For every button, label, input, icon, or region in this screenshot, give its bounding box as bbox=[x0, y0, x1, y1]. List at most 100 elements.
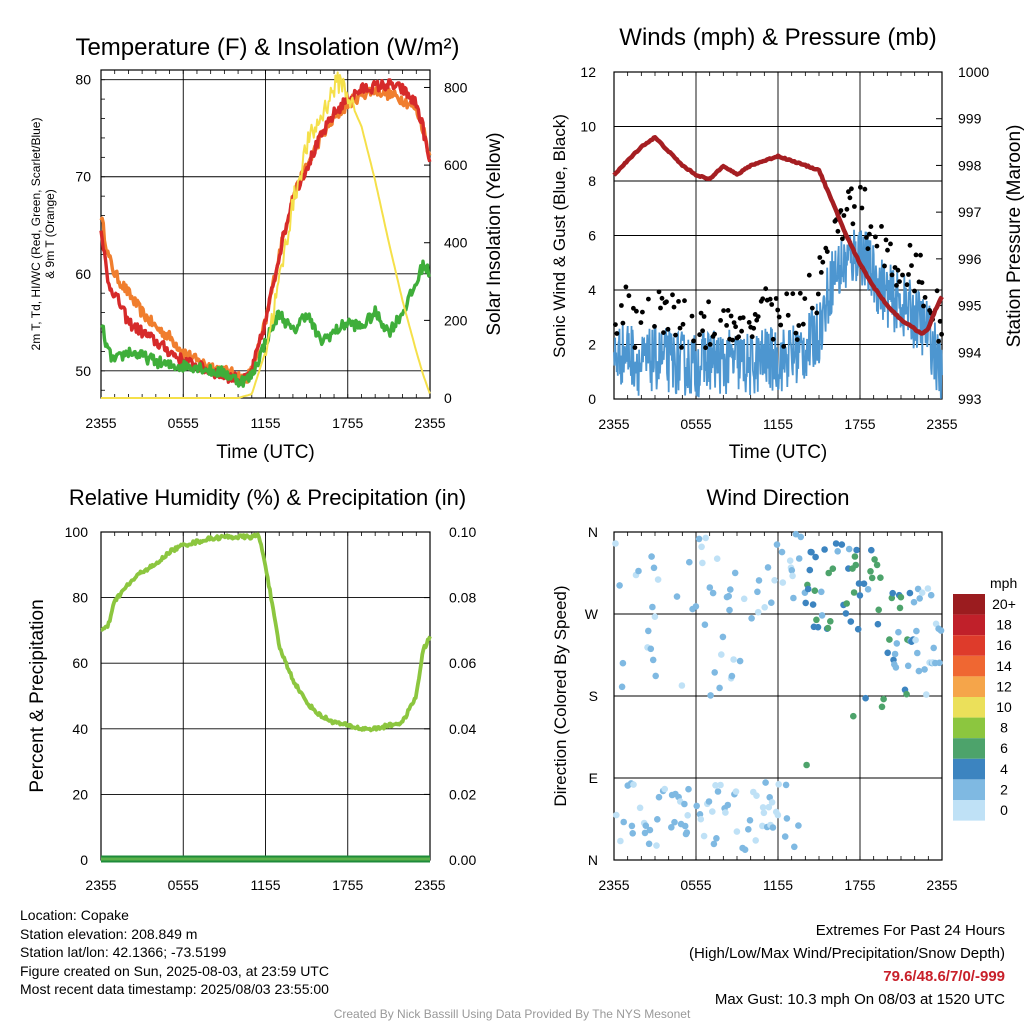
y2-tick-label: 200 bbox=[444, 312, 468, 328]
gust-point bbox=[626, 293, 632, 299]
gust-point bbox=[632, 345, 638, 350]
gust-point bbox=[814, 310, 820, 316]
direction-point bbox=[914, 649, 921, 657]
direction-point bbox=[868, 546, 875, 554]
y-tick-label: 0 bbox=[588, 391, 596, 407]
gust-point bbox=[646, 296, 651, 302]
gust-point bbox=[703, 345, 708, 351]
temp-axes: 2355 0555 1155 1755 2355 Temperature (F) & In… bbox=[29, 34, 505, 463]
direction-point bbox=[779, 579, 787, 586]
direction-point bbox=[912, 636, 919, 644]
direction-point bbox=[711, 669, 718, 676]
y2-axis-label: Station Pressure (Maroon) bbox=[1004, 125, 1024, 348]
y2-tick-label: 0.00 bbox=[449, 852, 476, 868]
extremes-title: Extremes For Past 24 Hours bbox=[815, 922, 1005, 939]
series-line-0 bbox=[613, 229, 943, 399]
gust-point bbox=[850, 221, 856, 227]
x-tick-label: 1155 bbox=[250, 415, 280, 431]
gust-point bbox=[800, 321, 806, 327]
gust-point bbox=[824, 249, 830, 255]
gust-point bbox=[794, 337, 800, 342]
direction-point bbox=[620, 818, 627, 826]
direction-point bbox=[746, 817, 754, 824]
gust-point bbox=[658, 305, 663, 311]
gust-point bbox=[614, 331, 620, 336]
legend-label: 0 bbox=[1000, 802, 1008, 818]
direction-point bbox=[874, 620, 882, 628]
direction-point bbox=[612, 540, 619, 547]
direction-point bbox=[718, 651, 725, 658]
direction-point bbox=[681, 800, 688, 808]
gust-point bbox=[844, 206, 850, 212]
direction-point bbox=[764, 564, 772, 571]
gust-point bbox=[731, 320, 737, 325]
y2-tick-label: 0.04 bbox=[449, 721, 476, 737]
gust-point bbox=[718, 318, 723, 323]
y-axis-label: & 9m T (Orange) bbox=[43, 189, 57, 279]
legend-swatch bbox=[953, 635, 985, 656]
recent-text: Most recent data timestamp: 2025/08/03 2… bbox=[20, 981, 329, 997]
direction-point bbox=[847, 618, 855, 625]
y2-axis-label: Solar Insolation (Yellow) bbox=[484, 132, 505, 335]
direction-point bbox=[629, 830, 636, 837]
direction-point bbox=[699, 559, 706, 567]
extremes-values: 79.6/48.6/7/0/-999 bbox=[883, 968, 1005, 985]
gust-point bbox=[797, 290, 803, 296]
x-axis-label: Time (UTC) bbox=[729, 442, 828, 463]
legend-label: 16 bbox=[996, 637, 1012, 653]
y-tick-label: 100 bbox=[65, 524, 89, 540]
direction-point bbox=[628, 822, 636, 830]
legend-label: 14 bbox=[996, 658, 1012, 674]
direction-point bbox=[696, 811, 704, 818]
gust-point bbox=[652, 324, 657, 329]
gust-point bbox=[888, 241, 893, 247]
direction-point bbox=[891, 650, 899, 658]
gust-point bbox=[623, 284, 629, 290]
x-tick-label: 2355 bbox=[926, 877, 957, 893]
gust-point bbox=[889, 272, 895, 278]
legend-swatch bbox=[953, 594, 985, 615]
gust-point bbox=[631, 305, 636, 311]
gust-point bbox=[712, 331, 717, 337]
direction-point bbox=[726, 606, 733, 614]
gust-point bbox=[907, 242, 913, 248]
direction-point bbox=[740, 595, 748, 603]
gust-point bbox=[736, 334, 741, 340]
direction-point bbox=[709, 589, 717, 597]
x-tick-label: 1155 bbox=[763, 877, 793, 893]
gust-point bbox=[725, 308, 731, 313]
x-tick-label: 2355 bbox=[85, 877, 116, 893]
direction-point bbox=[707, 692, 714, 699]
legend-label: 8 bbox=[1000, 720, 1008, 736]
direction-point bbox=[619, 659, 627, 667]
direction-point bbox=[818, 588, 825, 596]
direction-point bbox=[653, 842, 660, 849]
direction-point bbox=[897, 593, 905, 601]
direction-point bbox=[716, 684, 723, 692]
direction-point bbox=[867, 568, 874, 575]
direction-point bbox=[681, 822, 689, 830]
direction-point bbox=[791, 843, 798, 851]
direction-point bbox=[927, 591, 935, 599]
gust-point bbox=[874, 243, 880, 249]
legend-swatch bbox=[953, 717, 985, 739]
direction-point bbox=[768, 599, 775, 606]
gust-point bbox=[919, 280, 925, 285]
direction-point bbox=[671, 818, 678, 826]
direction-point bbox=[752, 837, 759, 844]
y2-tick-label: 0.02 bbox=[449, 786, 476, 802]
direction-point bbox=[698, 543, 705, 551]
x-tick-label: 0555 bbox=[680, 416, 711, 432]
x-tick-label: 0555 bbox=[168, 877, 199, 893]
legend-label: 4 bbox=[1000, 761, 1008, 777]
direction-point bbox=[727, 586, 734, 593]
y2-tick-label: 999 bbox=[958, 111, 982, 127]
credit-text: Created By Nick Bassill Using Data Provi… bbox=[333, 1007, 691, 1021]
gust-point bbox=[640, 309, 645, 315]
direction-point bbox=[877, 574, 884, 581]
direction-point bbox=[766, 794, 773, 801]
direction-point bbox=[880, 695, 887, 703]
speed-legend: mph 20+ 18 16 14 12 10 8 6 4 2 0 bbox=[953, 575, 1017, 821]
direction-point bbox=[904, 662, 912, 670]
